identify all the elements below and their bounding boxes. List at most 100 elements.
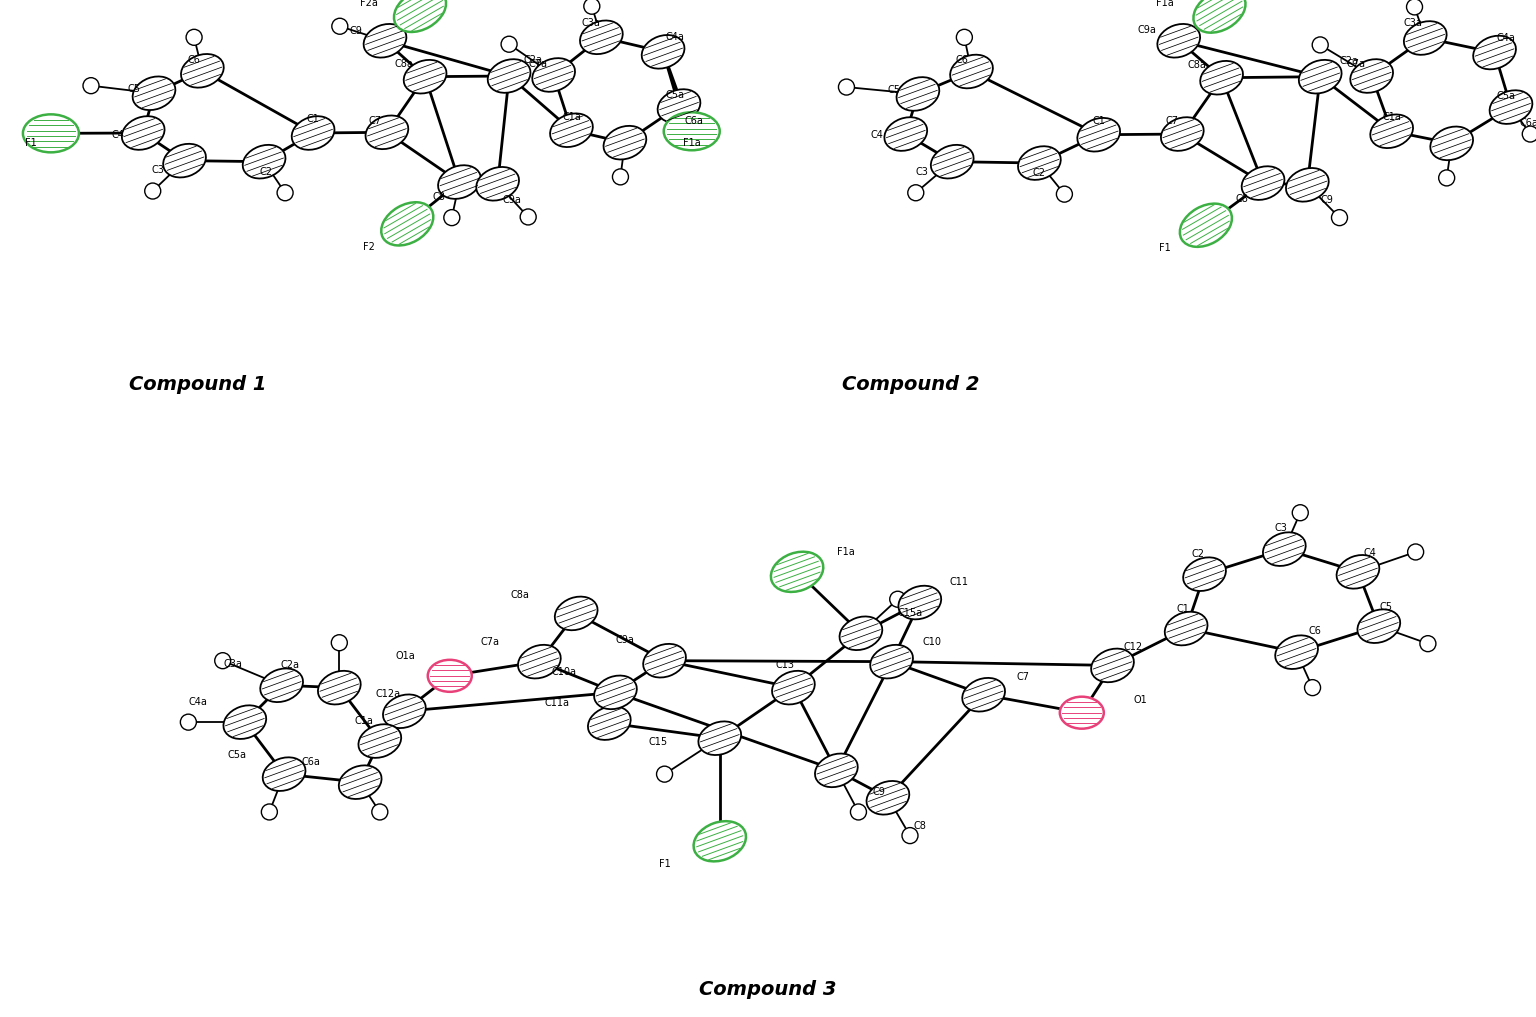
Text: C12a: C12a xyxy=(376,689,401,699)
Ellipse shape xyxy=(1263,532,1306,565)
Ellipse shape xyxy=(332,18,347,35)
Ellipse shape xyxy=(1180,203,1232,247)
Ellipse shape xyxy=(581,20,622,54)
Text: C12: C12 xyxy=(1124,642,1143,652)
Ellipse shape xyxy=(521,208,536,225)
Ellipse shape xyxy=(364,24,407,58)
Ellipse shape xyxy=(318,671,361,705)
Text: C2a: C2a xyxy=(1339,57,1358,66)
Text: C2a: C2a xyxy=(524,56,542,65)
Text: C1: C1 xyxy=(307,114,319,124)
Text: C9a: C9a xyxy=(502,194,522,204)
Ellipse shape xyxy=(83,77,98,94)
Ellipse shape xyxy=(1200,61,1243,95)
Ellipse shape xyxy=(657,89,700,123)
Ellipse shape xyxy=(372,804,387,820)
Ellipse shape xyxy=(885,117,928,151)
Text: C9a: C9a xyxy=(1137,25,1157,36)
Text: C4: C4 xyxy=(111,130,124,139)
Text: C7: C7 xyxy=(1166,116,1178,126)
Ellipse shape xyxy=(1164,612,1207,646)
Ellipse shape xyxy=(261,804,278,820)
Text: C1: C1 xyxy=(1092,116,1104,126)
Ellipse shape xyxy=(1407,0,1422,15)
Ellipse shape xyxy=(132,76,175,110)
Text: C6: C6 xyxy=(187,56,201,65)
Ellipse shape xyxy=(1275,636,1318,669)
Ellipse shape xyxy=(366,116,409,149)
Ellipse shape xyxy=(1404,21,1447,55)
Text: C6a: C6a xyxy=(684,116,703,126)
Ellipse shape xyxy=(957,29,972,46)
Text: Compound 2: Compound 2 xyxy=(842,375,980,394)
Text: C4: C4 xyxy=(1364,548,1376,558)
Text: O1: O1 xyxy=(1134,696,1147,706)
Ellipse shape xyxy=(871,645,912,678)
Ellipse shape xyxy=(642,35,685,68)
Ellipse shape xyxy=(243,144,286,179)
Ellipse shape xyxy=(866,781,909,815)
Ellipse shape xyxy=(533,58,574,92)
Ellipse shape xyxy=(1407,544,1424,560)
Ellipse shape xyxy=(1091,649,1134,682)
Ellipse shape xyxy=(1060,697,1104,729)
Text: C8: C8 xyxy=(433,192,445,202)
Ellipse shape xyxy=(404,60,447,94)
Text: C8a: C8a xyxy=(395,59,413,69)
Ellipse shape xyxy=(121,116,164,149)
Text: C5: C5 xyxy=(888,84,900,95)
Ellipse shape xyxy=(908,185,923,200)
Ellipse shape xyxy=(613,169,628,185)
Text: C6a: C6a xyxy=(1519,118,1536,128)
Text: C8: C8 xyxy=(1235,193,1249,203)
Ellipse shape xyxy=(488,59,530,93)
Ellipse shape xyxy=(664,112,720,151)
Ellipse shape xyxy=(1522,126,1536,142)
Ellipse shape xyxy=(1161,117,1204,151)
Ellipse shape xyxy=(144,183,161,199)
Ellipse shape xyxy=(694,821,746,861)
Ellipse shape xyxy=(1299,60,1341,94)
Text: C3: C3 xyxy=(915,167,928,177)
Text: C2: C2 xyxy=(1192,549,1204,559)
Ellipse shape xyxy=(263,758,306,791)
Text: C2: C2 xyxy=(260,167,272,177)
Ellipse shape xyxy=(163,143,206,177)
Text: C8: C8 xyxy=(914,821,926,831)
Ellipse shape xyxy=(1490,91,1533,124)
Ellipse shape xyxy=(223,706,266,739)
Ellipse shape xyxy=(181,54,224,87)
Ellipse shape xyxy=(476,167,519,200)
Text: Compound 3: Compound 3 xyxy=(699,980,837,999)
Ellipse shape xyxy=(889,591,906,607)
Ellipse shape xyxy=(1304,679,1321,696)
Text: C6a: C6a xyxy=(301,757,321,767)
Text: C15a: C15a xyxy=(897,608,923,618)
Ellipse shape xyxy=(1241,166,1284,200)
Ellipse shape xyxy=(427,660,472,692)
Ellipse shape xyxy=(1336,555,1379,589)
Text: F1: F1 xyxy=(25,138,37,148)
Text: C1a: C1a xyxy=(355,716,373,726)
Text: C4a: C4a xyxy=(1496,33,1516,43)
Text: C7a: C7a xyxy=(528,59,547,69)
Text: C15: C15 xyxy=(648,737,668,747)
Ellipse shape xyxy=(550,114,593,147)
Ellipse shape xyxy=(292,116,335,149)
Ellipse shape xyxy=(1286,168,1329,201)
Ellipse shape xyxy=(1193,0,1246,33)
Ellipse shape xyxy=(332,635,347,651)
Text: C1: C1 xyxy=(1177,604,1189,613)
Ellipse shape xyxy=(1358,609,1401,643)
Text: C9: C9 xyxy=(350,26,362,36)
Ellipse shape xyxy=(1350,59,1393,93)
Text: C13: C13 xyxy=(776,660,794,670)
Ellipse shape xyxy=(851,804,866,820)
Text: C2: C2 xyxy=(1032,169,1046,178)
Ellipse shape xyxy=(393,0,445,32)
Ellipse shape xyxy=(899,586,942,619)
Text: C10a: C10a xyxy=(551,667,576,677)
Text: C7a: C7a xyxy=(1347,59,1366,69)
Ellipse shape xyxy=(1419,636,1436,652)
Text: C4a: C4a xyxy=(189,697,207,707)
